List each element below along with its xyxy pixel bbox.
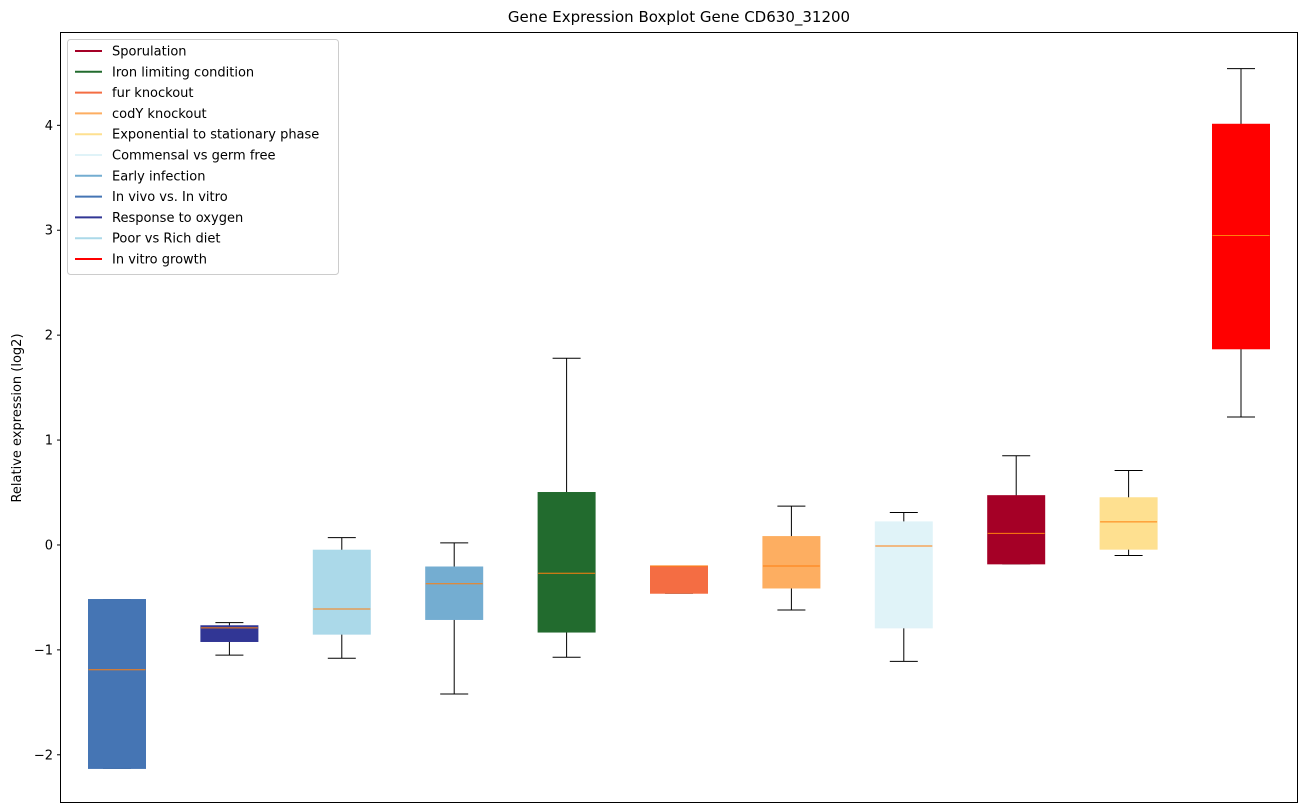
chart-title: Gene Expression Boxplot Gene CD630_31200 bbox=[508, 8, 850, 27]
legend-label: Iron limiting condition bbox=[112, 65, 254, 80]
legend-label: Sporulation bbox=[112, 45, 187, 60]
legend-label: Exponential to stationary phase bbox=[112, 128, 319, 143]
y-tick-label: −2 bbox=[34, 748, 53, 763]
legend-label: Early infection bbox=[112, 169, 205, 184]
box-9 bbox=[1099, 469, 1158, 556]
box-2 bbox=[312, 537, 371, 659]
box-body bbox=[1212, 123, 1270, 350]
box-body bbox=[1099, 497, 1158, 550]
box-body bbox=[200, 625, 259, 642]
y-axis-label: Relative expression (log2) bbox=[10, 333, 25, 502]
box-body bbox=[537, 492, 596, 633]
box-6 bbox=[762, 505, 821, 611]
y-tick-label: −1 bbox=[34, 643, 53, 658]
legend-label: Commensal vs germ free bbox=[112, 149, 275, 164]
legend-label: In vivo vs. In vitro bbox=[112, 190, 228, 205]
legend-label: codY knockout bbox=[112, 107, 207, 122]
box-4 bbox=[537, 357, 596, 658]
y-tick-label: 1 bbox=[45, 434, 53, 449]
box-body bbox=[874, 521, 933, 629]
box-8 bbox=[987, 455, 1046, 565]
box-3 bbox=[425, 542, 484, 695]
box-body bbox=[312, 549, 371, 635]
y-tick-label: 3 bbox=[45, 224, 53, 239]
y-ticks-layer: −2 −1 0 1 2 3 4 bbox=[34, 119, 61, 763]
box-body bbox=[650, 565, 708, 594]
legend: Sporulation Iron limiting condition fur kn… bbox=[67, 39, 339, 275]
box-10 bbox=[1212, 68, 1270, 418]
plot-frame bbox=[60, 32, 1298, 803]
legend-box bbox=[67, 39, 339, 275]
box-body bbox=[425, 566, 484, 620]
y-tick-label: 0 bbox=[45, 538, 53, 553]
box-1 bbox=[200, 622, 259, 656]
box-7 bbox=[874, 511, 933, 662]
legend-label: In vitro growth bbox=[112, 253, 207, 268]
y-tick-label: 4 bbox=[45, 119, 53, 134]
legend-label: fur knockout bbox=[112, 86, 194, 101]
box-5 bbox=[650, 565, 708, 594]
box-0 bbox=[88, 599, 146, 769]
box-body bbox=[987, 495, 1046, 565]
legend-label: Poor vs Rich diet bbox=[112, 232, 220, 247]
y-tick-label: 2 bbox=[45, 329, 53, 344]
box-body bbox=[88, 599, 146, 769]
boxes-layer bbox=[88, 68, 1270, 769]
legend-label: Response to oxygen bbox=[112, 211, 243, 226]
box-body bbox=[762, 536, 821, 589]
